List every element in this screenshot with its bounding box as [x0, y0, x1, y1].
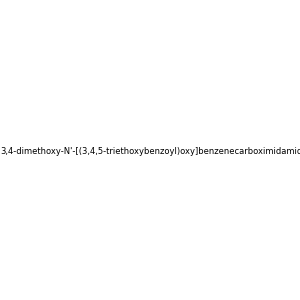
Text: 3,4-dimethoxy-N'-[(3,4,5-triethoxybenzoyl)oxy]benzenecarboximidamide: 3,4-dimethoxy-N'-[(3,4,5-triethoxybenzoy…	[0, 147, 300, 156]
